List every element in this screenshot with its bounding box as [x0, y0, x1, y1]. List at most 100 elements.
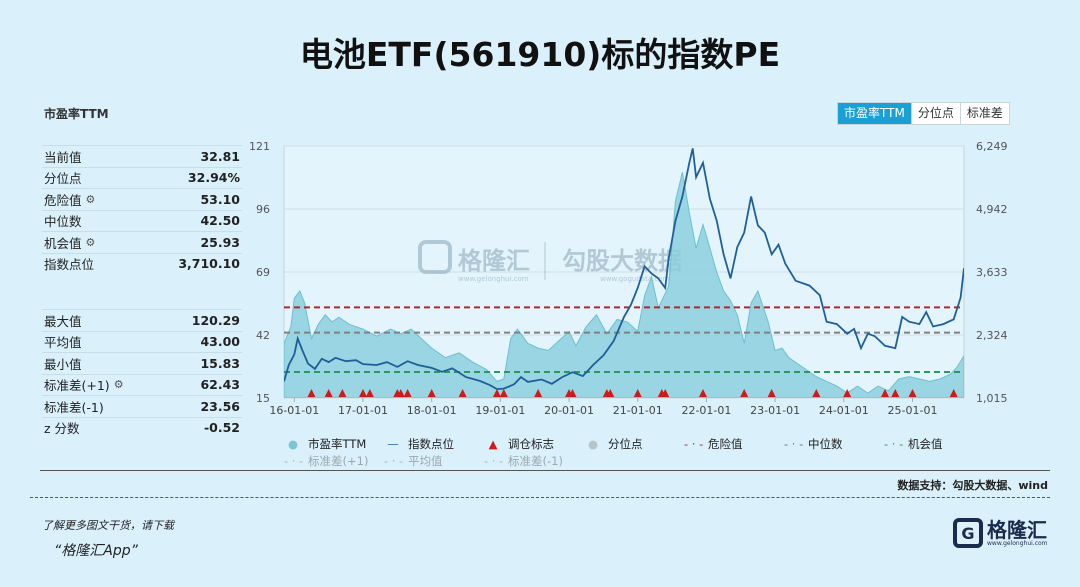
watermark-logo-icon — [418, 240, 452, 274]
gear-icon[interactable]: ⚙ — [113, 378, 124, 392]
rebalance-marker — [881, 389, 890, 397]
metric-value: 42.50 — [200, 213, 240, 229]
legend-item[interactable]: - · - 机会值 — [884, 436, 984, 452]
x-tick-label: 19-01-01 — [475, 404, 525, 417]
metric-value: 15.83 — [200, 355, 240, 371]
logo-text: 格隆汇 — [987, 517, 1047, 542]
legend-symbol-icon: ● — [587, 436, 599, 451]
metric-row: 分位点 32.94% — [42, 166, 242, 189]
metric-name: 当前值 — [44, 147, 82, 166]
legend-item[interactable]: - · - 标准差(-1) — [484, 453, 584, 469]
metric-name: 危险值 ⚙ — [44, 190, 95, 209]
legend-item[interactable]: - · - 中位数 — [784, 436, 884, 452]
metric-row: 指数点位 3,710.10 — [42, 252, 242, 275]
y-right-tick-label: 2,324 — [976, 329, 1008, 342]
rebalance-marker — [908, 389, 917, 397]
metric-name: 标准差(+1) ⚙ — [44, 375, 124, 394]
rebalance-marker — [633, 389, 642, 397]
y-left-tick-label: 42 — [256, 329, 270, 342]
x-tick-label: 24-01-01 — [819, 404, 869, 417]
rebalance-marker — [949, 389, 958, 397]
rebalance-marker — [534, 389, 543, 397]
legend-symbol-icon: - · - — [784, 436, 804, 451]
tab-1[interactable]: 分位点 — [910, 103, 960, 124]
legend-item[interactable]: ▲ 调仓标志 — [484, 436, 584, 452]
metric-row: 中位数 42.50 — [42, 209, 242, 232]
gear-icon[interactable]: ⚙ — [85, 192, 96, 206]
y-left-tick-label: 121 — [249, 140, 270, 153]
metric-label: 标准差(-1) — [44, 399, 104, 415]
tab-2[interactable]: 标准差 — [959, 103, 1009, 124]
metric-row: 平均值 43.00 — [42, 330, 242, 353]
legend-item[interactable]: - · - 平均值 — [384, 453, 484, 469]
x-tick-label: 17-01-01 — [338, 404, 388, 417]
metric-label: 危险值 — [44, 192, 82, 208]
y-left-tick-label: 69 — [256, 266, 270, 279]
brand-logo: G 格隆汇 www.gelonghui.com — [953, 518, 1048, 548]
watermark-text: 勾股大数据 — [562, 247, 682, 275]
metric-label: 平均值 — [44, 335, 82, 351]
rebalance-marker — [812, 389, 821, 397]
metric-name: 标准差(-1) — [44, 397, 104, 416]
legend-item[interactable]: ● 分位点 — [584, 436, 684, 452]
y-left-tick-label: 15 — [256, 392, 270, 405]
rebalance-marker — [396, 389, 405, 397]
watermark-sub: www.gelonghui.com — [458, 275, 529, 283]
metric-row: z 分数 -0.52 — [42, 416, 242, 439]
pe-area-series — [284, 172, 964, 398]
legend-symbol-icon: — — [387, 436, 399, 451]
legend-item[interactable]: - · - 标准差(+1) — [284, 453, 384, 469]
footer-divider — [30, 497, 1050, 498]
metrics-top-table: 当前值 32.81 分位点 32.94% 危险值 ⚙ 53.10 中位数 42.50 机会值 ⚙ 25… — [42, 145, 242, 274]
metric-row: 危险值 ⚙ 53.10 — [42, 188, 242, 210]
tab-0[interactable]: 市盈率TTM — [838, 103, 911, 124]
metric-value: 53.10 — [200, 191, 240, 207]
metric-value: 32.94% — [187, 170, 240, 186]
metric-label: 标准差(+1) — [44, 378, 110, 394]
legend-symbol-icon: - · - — [884, 436, 904, 451]
rebalance-marker — [358, 389, 367, 397]
chart-legend: ● 市盈率TTM — 指数点位 ▲ 调仓标志 ● 分位点 - · - 危险值 - · - 中位数 - ·… — [284, 435, 984, 469]
metric-name: 分位点 — [44, 168, 82, 187]
metric-value: 25.93 — [200, 234, 240, 250]
metric-label: 指数点位 — [44, 257, 95, 273]
rebalance-marker — [891, 389, 900, 397]
metric-value: -0.52 — [203, 420, 240, 436]
legend-symbol-icon: - · - — [284, 453, 304, 468]
metric-name: 最小值 — [44, 354, 82, 373]
metric-label: 最大值 — [44, 313, 82, 329]
rebalance-marker — [307, 389, 316, 397]
metrics-bottom-table: 最大值 120.29 平均值 43.00 最小值 15.83 标准差(+1) ⚙ 62.43 标准… — [42, 309, 242, 438]
legend-item[interactable]: ● 市盈率TTM — [284, 436, 384, 452]
x-tick-label: 23-01-01 — [750, 404, 800, 417]
metric-row: 最小值 15.83 — [42, 352, 242, 374]
legend-label: 平均值 — [408, 453, 443, 468]
y-right-tick-label: 3,633 — [976, 266, 1008, 279]
rebalance-marker — [403, 389, 412, 397]
metric-label: 分位点 — [44, 171, 82, 187]
rebalance-marker — [492, 389, 501, 397]
rebalance-marker — [324, 389, 333, 397]
legend-item[interactable]: - · - 危险值 — [684, 436, 784, 452]
rebalance-marker — [843, 389, 852, 397]
page-title: 电池ETF(561910)标的指数PE — [299, 35, 781, 74]
legend-label: 中位数 — [808, 436, 843, 451]
footer-prompt: 了解更多图文干货，请下载 — [42, 519, 174, 532]
metric-row: 机会值 ⚙ 25.93 — [42, 231, 242, 253]
metric-label: 机会值 — [44, 235, 82, 251]
metric-row: 当前值 32.81 — [42, 145, 242, 167]
rebalance-marker — [338, 389, 347, 397]
logo-url: www.gelonghui.com — [987, 539, 1048, 547]
logo-g-icon: G — [953, 518, 983, 548]
metric-value: 23.56 — [200, 398, 240, 414]
watermark-text: 格隆汇 — [458, 247, 530, 275]
metric-name: 中位数 — [44, 211, 82, 230]
gear-icon[interactable]: ⚙ — [85, 235, 96, 249]
rebalance-marker — [767, 389, 776, 397]
legend-symbol-icon: - · - — [684, 436, 704, 451]
legend-symbol-icon: - · - — [484, 453, 504, 468]
rebalance-marker — [365, 389, 374, 397]
legend-item[interactable]: — 指数点位 — [384, 436, 484, 452]
legend-label: 机会值 — [908, 436, 943, 451]
